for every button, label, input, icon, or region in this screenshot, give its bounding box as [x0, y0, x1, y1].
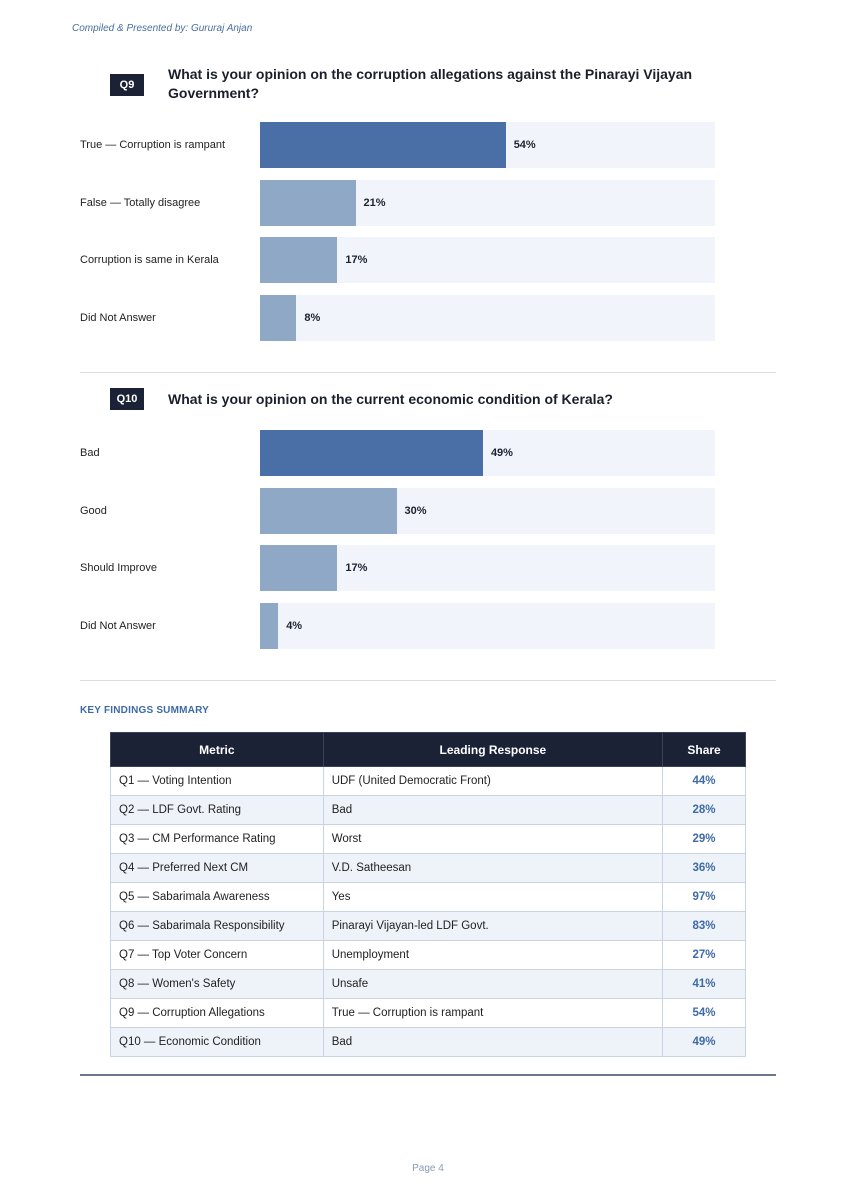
q10-badge: Q10 — [110, 388, 144, 410]
bar-row: Did Not Answer 4% — [0, 602, 856, 649]
table-row: Q8 — Women's Safety Unsafe 41% — [110, 969, 746, 999]
table-row: Q2 — LDF Govt. Rating Bad 28% — [110, 795, 746, 825]
response-cell: Pinarayi Vijayan-led LDF Govt. — [322, 911, 664, 941]
bar-track: 17% — [260, 237, 715, 283]
bar — [260, 294, 297, 341]
table-row: Q3 — CM Performance Rating Worst 29% — [110, 824, 746, 854]
share-cell: 49% — [662, 1027, 746, 1057]
bar-value-label: 30% — [404, 504, 427, 517]
share-cell: 36% — [662, 853, 746, 883]
share-cell: 27% — [662, 940, 746, 970]
bar-label: True — Corruption is rampant — [80, 139, 226, 151]
metric-cell: Q10 — Economic Condition — [110, 1027, 324, 1057]
response-cell: Worst — [322, 824, 664, 854]
bar-row: Should Improve 17% — [0, 545, 856, 591]
bar — [260, 430, 483, 476]
share-cell: 28% — [662, 795, 746, 825]
table-header-row: Metric Leading Response Share — [110, 732, 746, 767]
bar-row: Good 30% — [0, 487, 856, 534]
metric-cell: Q5 — Sabarimala Awareness — [110, 882, 324, 912]
share-cell: 97% — [662, 882, 746, 912]
bar — [260, 487, 397, 534]
metric-cell: Q7 — Top Voter Concern — [110, 940, 324, 970]
share-cell: 54% — [662, 998, 746, 1028]
response-cell: Unemployment — [322, 940, 664, 970]
bottom-rule — [80, 1074, 776, 1076]
metric-cell: Q9 — Corruption Allegations — [110, 998, 324, 1028]
table-body: Q1 — Voting Intention UDF (United Democra… — [110, 766, 746, 1057]
bar-track: 21% — [260, 179, 715, 226]
q9-badge: Q9 — [110, 74, 144, 96]
bar — [260, 237, 338, 283]
bar-label: False — Totally disagree — [80, 196, 201, 209]
bar-value-label: 17% — [345, 254, 368, 266]
bar-track: 49% — [260, 430, 715, 476]
summary-table: Metric Leading Response Share Q1 — Votin… — [110, 732, 746, 1057]
bar-value-label: 21% — [363, 196, 386, 209]
table-row: Q7 — Top Voter Concern Unemployment 27% — [110, 940, 746, 970]
response-cell: True — Corruption is rampant — [322, 998, 664, 1028]
bar-label: Good — [80, 504, 107, 517]
page-number: Page 4 — [412, 1163, 444, 1174]
header-credit: Compiled & Presented by: Gururaj Anjan — [72, 23, 253, 34]
bar-value-label: 17% — [345, 562, 368, 574]
bar-row: False — Totally disagree 21% — [0, 179, 856, 226]
metric-cell: Q8 — Women's Safety — [110, 969, 324, 999]
section-divider — [80, 680, 776, 681]
bar-value-label: 4% — [286, 619, 303, 632]
q9-question: What is your opinion on the corruption a… — [168, 66, 693, 101]
response-cell: Bad — [322, 1027, 664, 1057]
bar-track: 30% — [260, 487, 715, 534]
table-row: Q5 — Sabarimala Awareness Yes 97% — [110, 882, 746, 912]
bar-label: Did Not Answer — [80, 311, 156, 324]
bar-label: Should Improve — [80, 562, 158, 574]
bar-track: 17% — [260, 545, 715, 591]
response-cell: Yes — [322, 882, 664, 912]
column-header-share: Share — [662, 732, 746, 767]
response-cell: UDF (United Democratic Front) — [322, 766, 664, 796]
share-cell: 44% — [662, 766, 746, 796]
bar — [260, 602, 279, 649]
metric-cell: Q1 — Voting Intention — [110, 766, 324, 796]
bar-row: Bad 49% — [0, 430, 856, 476]
bar — [260, 122, 506, 168]
bar-value-label: 49% — [490, 447, 513, 459]
summary-title: KEY FINDINGS SUMMARY — [80, 705, 210, 716]
table-row: Q1 — Voting Intention UDF (United Democra… — [110, 766, 746, 796]
bar — [260, 545, 338, 591]
bar-track: 4% — [260, 602, 715, 649]
section-divider — [80, 372, 776, 373]
metric-cell: Q4 — Preferred Next CM — [110, 853, 324, 883]
share-cell: 83% — [662, 911, 746, 941]
bar-row: True — Corruption is rampant 54% — [0, 122, 856, 168]
metric-cell: Q2 — LDF Govt. Rating — [110, 795, 324, 825]
bar-label: Bad — [80, 447, 100, 459]
column-header-metric: Metric — [110, 732, 324, 767]
column-header-response: Leading Response — [322, 732, 664, 767]
bar-row: Corruption is same in Kerala 17% — [0, 237, 856, 283]
bar-value-label: 54% — [513, 139, 536, 151]
bar-row: Did Not Answer 8% — [0, 294, 856, 341]
share-cell: 41% — [662, 969, 746, 999]
bar — [260, 179, 356, 226]
bar-value-label: 8% — [304, 311, 321, 324]
bar-label: Did Not Answer — [80, 619, 156, 632]
metric-cell: Q6 — Sabarimala Responsibility — [110, 911, 324, 941]
q10-question: What is your opinion on the current econ… — [168, 391, 613, 407]
table-row: Q6 — Sabarimala Responsibility Pinarayi V… — [110, 911, 746, 941]
bar-track: 54% — [260, 122, 715, 168]
table-row: Q4 — Preferred Next CM V.D. Satheesan 36% — [110, 853, 746, 883]
response-cell: V.D. Satheesan — [322, 853, 664, 883]
metric-cell: Q3 — CM Performance Rating — [110, 824, 324, 854]
share-cell: 29% — [662, 824, 746, 854]
table-row: Q10 — Economic Condition Bad 49% — [110, 1027, 746, 1057]
bar-label: Corruption is same in Kerala — [80, 254, 219, 266]
response-cell: Unsafe — [322, 969, 664, 999]
bar-track: 8% — [260, 294, 715, 341]
table-row: Q9 — Corruption Allegations True — Corrup… — [110, 998, 746, 1028]
response-cell: Bad — [322, 795, 664, 825]
